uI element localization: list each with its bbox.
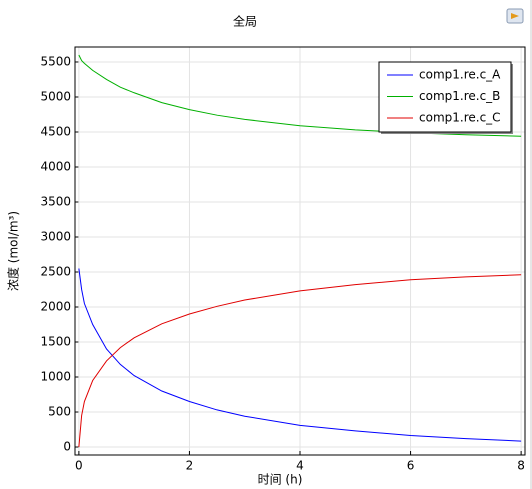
plot-frame	[74, 46, 526, 456]
y-tick-label: 1500	[40, 335, 71, 349]
chart-title: 全局	[233, 14, 257, 29]
y-tick-label: 2500	[40, 265, 71, 279]
x-tick-label: 0	[75, 459, 83, 473]
y-tick-label: 5000	[40, 89, 71, 103]
y-tick-label: 3500	[40, 194, 71, 208]
y-tick-label: 0	[63, 440, 71, 454]
y-tick-label: 500	[48, 405, 71, 419]
x-tick-label: 4	[296, 459, 304, 473]
legend-label: comp1.re.c_A	[419, 68, 501, 82]
y-tick-label: 4000	[40, 159, 71, 173]
legend-label: comp1.re.c_C	[419, 111, 501, 125]
y-tick-label: 2000	[40, 300, 71, 314]
x-tick-label: 6	[407, 459, 415, 473]
data-line	[78, 268, 522, 442]
data-line	[78, 274, 522, 448]
y-tick-label: 3000	[40, 229, 71, 243]
x-axis-label: 时间 (h)	[258, 473, 303, 487]
legend-label: comp1.re.c_B	[419, 89, 500, 103]
x-tick-label: 8	[517, 459, 525, 473]
export-icon[interactable]	[506, 8, 524, 24]
y-axis-label: 浓度 (mol/m³)	[6, 211, 21, 291]
y-tick-label: 5500	[40, 54, 71, 68]
y-tick-label: 1000	[40, 370, 71, 384]
x-tick-label: 2	[186, 459, 194, 473]
y-tick-label: 4500	[40, 124, 71, 138]
